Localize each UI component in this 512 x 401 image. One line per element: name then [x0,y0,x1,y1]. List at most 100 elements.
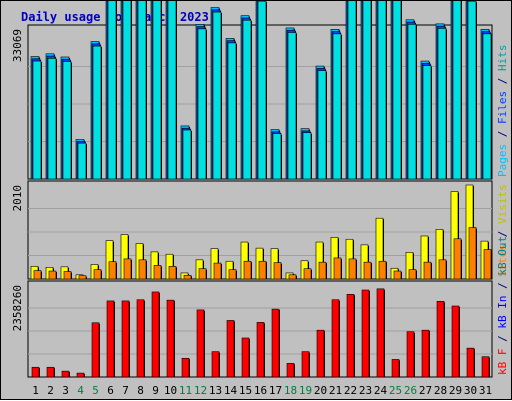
bar-pages-2 [47,58,57,180]
bar-pages-10 [167,1,177,180]
bar-pages-31 [482,33,492,180]
x-tick-label: 5 [92,384,99,397]
bar-pages-17 [272,133,282,180]
bar-sites-4 [78,275,87,280]
bar-sites-10 [168,266,177,280]
bar-sites-8 [138,259,147,280]
bar-pages-27 [422,65,432,180]
bar-kb-f-11 [181,357,190,378]
bar-kb-f-18 [286,363,295,378]
bar-pages-21 [332,33,342,180]
panel-legend: Pages / Files / Hits [496,45,509,178]
panel-max-label: 2010 [11,185,24,212]
x-tick-label: 1 [32,384,39,397]
bar-sites-16 [258,260,267,280]
bar-kb-f-12 [196,309,205,378]
panel-legend: Sites / Visits [496,184,509,277]
legend-entry: Files [496,91,509,124]
bar-kb-f-25 [391,359,400,378]
x-tick-label: 19 [299,384,312,397]
bar-kb-f-26 [406,331,415,378]
bar-kb-f-30 [466,347,475,378]
bar-sites-23 [363,261,372,280]
bar-pages-14 [227,42,237,180]
bar-sites-30 [468,227,477,280]
x-tick-label: 6 [107,384,114,397]
bar-sites-13 [213,262,222,280]
x-tick-label: 21 [329,384,342,397]
x-tick-label: 28 [434,384,447,397]
bar-kb-f-29 [451,305,460,378]
bar-sites-26 [408,269,417,280]
x-tick-label: 15 [239,384,252,397]
bar-sites-31 [483,249,492,280]
bar-sites-21 [333,257,342,280]
bar-sites-6 [108,261,117,280]
panel-max-label: 33069 [11,29,24,62]
x-tick-label: 10 [164,384,177,397]
x-axis-labels: 1 2 3 4 5 6 7 8 9 10 11 12 13 14 15 16 17 18 19 20 21 22 23 24 2… [32,384,492,397]
bar-sites-24 [378,260,387,280]
x-tick-label: 29 [449,384,462,397]
x-tick-label: 8 [137,384,144,397]
bar-kb-f-13 [211,351,220,378]
bar-pages-15 [242,19,252,180]
bar-pages-11 [182,129,192,180]
bar-kb-f-20 [316,329,325,378]
bar-kb-f-5 [91,322,100,378]
bar-pages-7 [122,1,132,180]
bar-sites-22 [348,258,357,280]
bar-pages-1 [32,60,42,180]
bar-sites-2 [48,270,57,280]
bar-kb-f-4 [76,372,85,378]
bar-pages-22 [347,1,357,180]
x-tick-label: 30 [464,384,477,397]
bar-kb-f-27 [421,329,430,378]
bar-kb-f-19 [301,351,310,378]
x-tick-label: 26 [404,384,417,397]
panel-max-label: 2358260 [11,285,24,331]
bar-kb-f-17 [271,308,280,378]
bar-pages-25 [392,1,402,180]
bar-sites-27 [423,261,432,280]
bar-sites-19 [303,268,312,280]
x-tick-label: 23 [359,384,372,397]
x-tick-label: 16 [254,384,267,397]
x-tick-label: 3 [62,384,69,397]
bar-sites-18 [288,274,297,280]
bar-sites-28 [438,259,447,280]
bar-sites-12 [198,268,207,280]
bar-kb-f-16 [256,322,265,378]
panel-legend: kB F / kB In / kB Out [496,236,509,375]
legend-entry: kB Out [496,236,509,276]
bar-kb-f-6 [106,300,115,378]
bar-kb-f-10 [166,299,175,378]
x-tick-label: 9 [152,384,159,397]
bar-kb-f-3 [61,370,70,378]
x-tick-label: 14 [224,384,238,397]
bar-sites-3 [63,271,72,280]
bar-kb-f-7 [121,300,130,378]
panel-hits-files-pages: 33069 Pages / Files / Hits [11,1,509,180]
bar-pages-3 [62,61,72,180]
x-tick-label: 17 [269,384,282,397]
bar-sites-1 [33,270,42,280]
bar-pages-9 [152,1,162,180]
bar-pages-30 [467,1,477,180]
bar-pages-12 [197,28,207,180]
bar-sites-17 [273,262,282,280]
x-tick-label: 22 [344,384,357,397]
bar-pages-16 [257,1,267,180]
bar-kb-f-21 [331,299,340,378]
x-tick-label: 4 [77,384,84,397]
x-tick-label: 24 [374,384,388,397]
panel-visits-sites: 2010 Sites / Visits [11,180,509,280]
bar-kb-f-15 [241,337,250,378]
bar-sites-29 [453,238,462,280]
bar-kb-f-8 [136,299,145,378]
bar-sites-25 [393,270,402,280]
legend-entry: / [496,276,509,296]
x-tick-label: 31 [479,384,492,397]
